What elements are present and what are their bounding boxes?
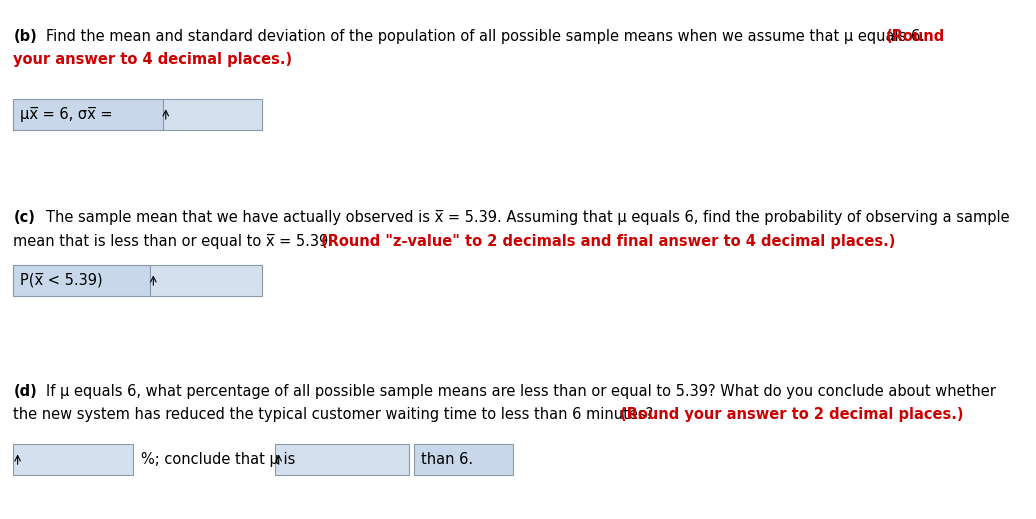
Text: (Round: (Round <box>886 29 945 44</box>
FancyBboxPatch shape <box>275 444 409 475</box>
FancyBboxPatch shape <box>13 265 150 296</box>
Text: The sample mean that we have actually observed is x̅ = 5.39. Assuming that μ equ: The sample mean that we have actually ob… <box>46 210 1009 225</box>
FancyBboxPatch shape <box>150 265 262 296</box>
Text: If μ equals 6, what percentage of all possible sample means are less than or equ: If μ equals 6, what percentage of all po… <box>46 384 996 399</box>
Text: (d): (d) <box>13 384 37 399</box>
Text: (c): (c) <box>13 210 35 225</box>
Text: the new system has reduced the typical customer waiting time to less than 6 minu: the new system has reduced the typical c… <box>13 407 658 422</box>
Text: (b): (b) <box>13 29 37 44</box>
Text: your answer to 4 decimal places.): your answer to 4 decimal places.) <box>13 52 292 67</box>
Text: than 6.: than 6. <box>421 452 472 467</box>
Text: %; conclude that μ is: %; conclude that μ is <box>141 452 295 467</box>
Text: (Round your answer to 2 decimal places.): (Round your answer to 2 decimal places.) <box>620 407 963 422</box>
Text: mean that is less than or equal to x̅ = 5.39.: mean that is less than or equal to x̅ = … <box>13 234 338 249</box>
FancyBboxPatch shape <box>13 444 133 475</box>
FancyBboxPatch shape <box>163 99 262 130</box>
Text: Find the mean and standard deviation of the population of all possible sample me: Find the mean and standard deviation of … <box>46 29 929 44</box>
Text: P(x̅ < 5.39): P(x̅ < 5.39) <box>20 273 103 288</box>
Text: μx̅ = 6, σx̅ =: μx̅ = 6, σx̅ = <box>20 107 112 121</box>
FancyBboxPatch shape <box>414 444 513 475</box>
Text: (Round "z-value" to 2 decimals and final answer to 4 decimal places.): (Round "z-value" to 2 decimals and final… <box>321 234 895 249</box>
FancyBboxPatch shape <box>13 99 163 130</box>
